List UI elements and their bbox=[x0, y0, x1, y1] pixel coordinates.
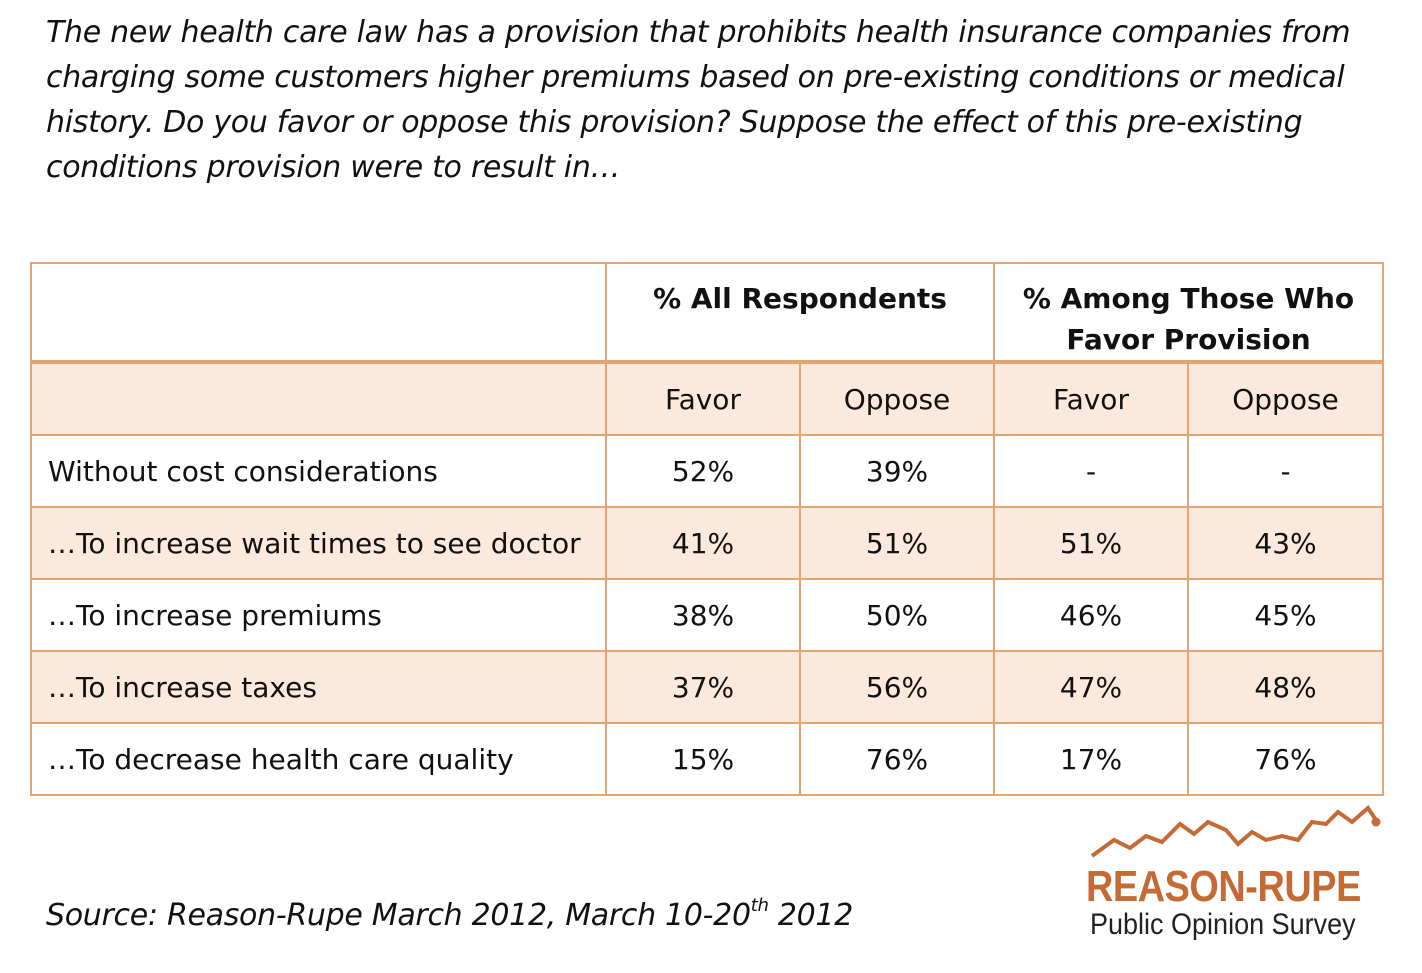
cell-value: 41% bbox=[605, 506, 801, 580]
table-row: …To increase taxes 37% 56% 47% 48% bbox=[30, 650, 1384, 724]
cell-value: 51% bbox=[799, 506, 995, 580]
header-blank-cell bbox=[30, 262, 607, 364]
survey-question: The new health care law has a provision … bbox=[46, 15, 1351, 185]
cell-value: - bbox=[993, 434, 1189, 508]
sub-header-blank-cell bbox=[30, 361, 607, 436]
cell-value: 37% bbox=[605, 650, 801, 724]
logo-name: REASON-RUPE bbox=[1086, 862, 1361, 911]
reason-rupe-logo: REASON-RUPE Public Opinion Survey bbox=[1086, 800, 1386, 950]
cell-value: 45% bbox=[1187, 578, 1384, 652]
row-label: …To decrease health care quality bbox=[30, 722, 607, 796]
cell-value: - bbox=[1187, 434, 1384, 508]
cell-value: 51% bbox=[993, 506, 1189, 580]
source-note: Source: Reason-Rupe March 2012, March 10… bbox=[46, 895, 853, 934]
source-superscript: th bbox=[750, 895, 769, 916]
sub-header-favor: Favor bbox=[993, 361, 1189, 436]
logo-tagline: Public Opinion Survey bbox=[1090, 908, 1356, 941]
sub-header-oppose: Oppose bbox=[1187, 361, 1384, 436]
cell-value: 56% bbox=[799, 650, 995, 724]
cell-value: 17% bbox=[993, 722, 1189, 796]
cell-value: 52% bbox=[605, 434, 801, 508]
sub-header-oppose: Oppose bbox=[799, 361, 995, 436]
source-year: 2012 bbox=[768, 898, 853, 933]
cell-value: 76% bbox=[1187, 722, 1384, 796]
table-row: …To increase wait times to see doctor 41… bbox=[30, 506, 1384, 580]
table-row: Without cost considerations 52% 39% - - bbox=[30, 434, 1384, 508]
table-sub-header-row: Favor Oppose Favor Oppose bbox=[30, 361, 1384, 436]
group-header-among-favor: % Among Those Who Favor Provision bbox=[993, 262, 1384, 364]
cell-value: 46% bbox=[993, 578, 1189, 652]
cell-value: 38% bbox=[605, 578, 801, 652]
cell-value: 76% bbox=[799, 722, 995, 796]
cell-value: 39% bbox=[799, 434, 995, 508]
results-table: % All Respondents % Among Those Who Favo… bbox=[30, 262, 1384, 796]
cell-value: 15% bbox=[605, 722, 801, 796]
sub-header-favor: Favor bbox=[605, 361, 801, 436]
row-label: …To increase wait times to see doctor bbox=[30, 506, 607, 580]
cell-value: 43% bbox=[1187, 506, 1384, 580]
row-label: …To increase premiums bbox=[30, 578, 607, 652]
cell-value: 47% bbox=[993, 650, 1189, 724]
table-group-header-row: % All Respondents % Among Those Who Favo… bbox=[30, 262, 1384, 364]
table-row: …To decrease health care quality 15% 76%… bbox=[30, 722, 1384, 796]
group-header-all-respondents: % All Respondents bbox=[605, 262, 995, 364]
cell-value: 50% bbox=[799, 578, 995, 652]
source-text: Source: Reason-Rupe March 2012, March 10… bbox=[46, 898, 751, 933]
cell-value: 48% bbox=[1187, 650, 1384, 724]
table-row: …To increase premiums 38% 50% 46% 45% bbox=[30, 578, 1384, 652]
line-trend-icon bbox=[1090, 804, 1381, 858]
row-label: Without cost considerations bbox=[30, 434, 607, 508]
row-label: …To increase taxes bbox=[30, 650, 607, 724]
